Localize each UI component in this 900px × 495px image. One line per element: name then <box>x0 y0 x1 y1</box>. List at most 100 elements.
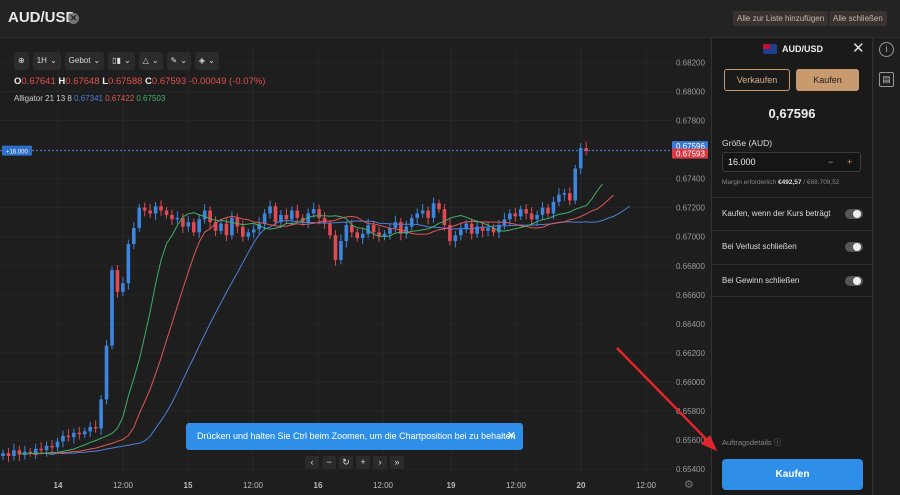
zoom-out-button[interactable]: − <box>322 456 336 469</box>
limit-order-option: Kaufen, wenn der Kurs beträgt <box>712 197 872 230</box>
candle <box>44 445 49 451</box>
candle <box>328 223 332 236</box>
candle <box>262 213 267 224</box>
y-tick-label: 0.67400 <box>676 175 705 184</box>
crosshair-tool-button[interactable]: ⊕ <box>14 52 29 70</box>
scroll-left-button[interactable]: ‹ <box>305 456 319 469</box>
candle <box>453 235 458 242</box>
candle <box>66 435 71 438</box>
chart-type-select[interactable]: ▯▮ ⌄ <box>108 52 135 70</box>
candle <box>518 209 523 217</box>
sell-tab-button[interactable]: Verkaufen <box>724 69 790 91</box>
chart-toolbar: ⊕ 1H ⌄ Gebot ⌄ ▯▮ ⌄ △ ⌄ ✎ ⌄ ◈ ⌄ <box>14 52 219 70</box>
scroll-to-end-button[interactable]: » <box>390 456 404 469</box>
stop-loss-toggle[interactable] <box>845 242 863 252</box>
position-label: +16.000 <box>6 150 29 156</box>
price-chart[interactable]: 0.682000.680000.678000.676000.674000.672… <box>0 38 711 495</box>
alligator-lips-line <box>19 183 603 456</box>
candle <box>186 222 191 227</box>
limit-order-toggle[interactable] <box>845 209 863 219</box>
candle <box>284 214 289 220</box>
ask-price-label: 0.67596 <box>676 142 705 151</box>
size-input[interactable]: 16.000 − + <box>722 152 861 172</box>
candle <box>50 445 54 448</box>
close-tab-icon[interactable]: ✕ <box>68 13 79 24</box>
price-type-select[interactable]: Gebot ⌄ <box>64 52 105 70</box>
take-profit-toggle[interactable] <box>845 276 863 286</box>
indicators-icon: △ <box>142 56 149 65</box>
y-tick-label: 0.68200 <box>676 58 705 67</box>
pencil-icon: ✎ <box>170 56 178 65</box>
layers-select[interactable]: ◈ ⌄ <box>194 52 219 70</box>
y-tick-label: 0.65400 <box>676 465 705 474</box>
candle <box>170 214 174 220</box>
candle <box>164 210 169 215</box>
chevron-down-icon: ⌄ <box>93 56 101 65</box>
candle <box>578 148 583 169</box>
candle <box>251 229 256 233</box>
reset-view-button[interactable]: ↻ <box>339 456 353 469</box>
candle <box>159 206 163 211</box>
candle <box>377 232 381 237</box>
x-tick-label: 12:00 <box>636 481 657 490</box>
candle <box>208 210 212 223</box>
candle <box>508 213 512 220</box>
add-all-to-list-button[interactable]: Alle zur Liste hinzufügen <box>733 11 829 26</box>
alligator-teeth-line <box>30 194 614 456</box>
indicators-select[interactable]: △ ⌄ <box>138 52 163 70</box>
candle <box>148 210 152 214</box>
candlestick-chart[interactable]: 0.682000.680000.678000.676000.674000.672… <box>0 38 711 495</box>
candle <box>350 225 354 233</box>
symbol-tab-title[interactable]: AUD/USD <box>8 9 77 26</box>
close-tooltip-icon[interactable]: ✕ <box>506 430 516 442</box>
chevron-down-icon: ⌄ <box>180 56 187 65</box>
candle <box>480 226 485 231</box>
candle <box>132 228 136 244</box>
layers-icon: ◈ <box>198 56 206 65</box>
candle <box>442 209 447 226</box>
candle <box>497 225 501 233</box>
x-tick-label: 15 <box>184 481 193 490</box>
chevron-down-icon: ⌄ <box>151 56 159 65</box>
x-tick-label: 16 <box>314 481 323 490</box>
candle <box>93 426 98 429</box>
candle <box>33 448 38 454</box>
increase-size-button[interactable]: + <box>847 157 853 167</box>
candle <box>126 243 131 284</box>
candle <box>420 210 425 214</box>
drawing-tools-select[interactable]: ✎ ⌄ <box>166 52 191 70</box>
candle <box>540 207 545 215</box>
candle <box>235 217 240 227</box>
candle <box>290 210 294 220</box>
candle <box>486 228 490 231</box>
candle <box>175 217 180 220</box>
order-details-link[interactable]: Auftragsdetails ⓘ <box>722 438 782 447</box>
candle <box>213 222 218 231</box>
chart-settings-gear-icon[interactable]: ⚙ <box>684 479 694 491</box>
candle <box>55 441 60 448</box>
info-icon[interactable]: i <box>879 42 894 57</box>
candle <box>88 426 92 432</box>
save-icon[interactable]: ▤ <box>879 72 894 87</box>
alligator-legend[interactable]: Alligator 21 13 8 0.67341 0.67422 0.6750… <box>14 94 166 103</box>
candle <box>546 207 550 214</box>
close-panel-icon[interactable]: ✕ <box>852 40 865 57</box>
current-price: 0,67596 <box>768 106 816 121</box>
candle <box>230 217 234 236</box>
candle <box>393 222 398 228</box>
order-panel: AUD/USD ✕ Verkaufen Kaufen 0,67596 Größe… <box>711 38 872 495</box>
zoom-in-button[interactable]: + <box>356 456 370 469</box>
close-all-button[interactable]: Alle schließen <box>829 11 887 26</box>
right-sidebar: i ▤ <box>872 38 900 495</box>
y-tick-label: 0.66800 <box>676 262 705 271</box>
candle <box>39 448 43 451</box>
crosshair-icon: ⊕ <box>18 56 25 65</box>
scroll-right-button[interactable]: › <box>373 456 387 469</box>
buy-submit-button[interactable]: Kaufen <box>722 459 863 490</box>
candle <box>1 453 5 457</box>
buy-tab-button[interactable]: Kaufen <box>796 69 859 91</box>
candle <box>459 229 463 236</box>
decrease-size-button[interactable]: − <box>828 157 834 167</box>
x-tick-label: 19 <box>447 481 456 490</box>
timeframe-select[interactable]: 1H ⌄ <box>32 52 61 70</box>
